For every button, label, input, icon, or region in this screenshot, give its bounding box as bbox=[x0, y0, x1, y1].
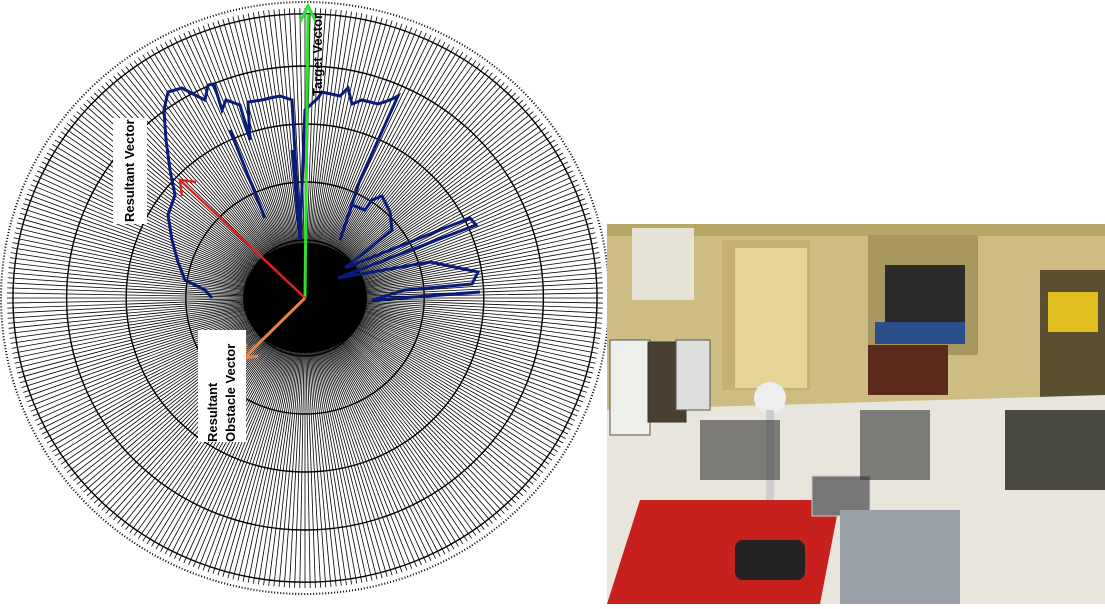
lab-photo bbox=[607, 224, 1105, 604]
resultant-label: Resultant Vector bbox=[122, 119, 137, 222]
target-label: Target Vector bbox=[310, 14, 325, 96]
obstacle-label: Resultant Obstacle Vector bbox=[198, 330, 246, 442]
figure: Target Vector Resultant Vector Resultant… bbox=[0, 0, 1105, 604]
obstacle-label-wrap: Resultant Obstacle Vector bbox=[198, 330, 246, 442]
